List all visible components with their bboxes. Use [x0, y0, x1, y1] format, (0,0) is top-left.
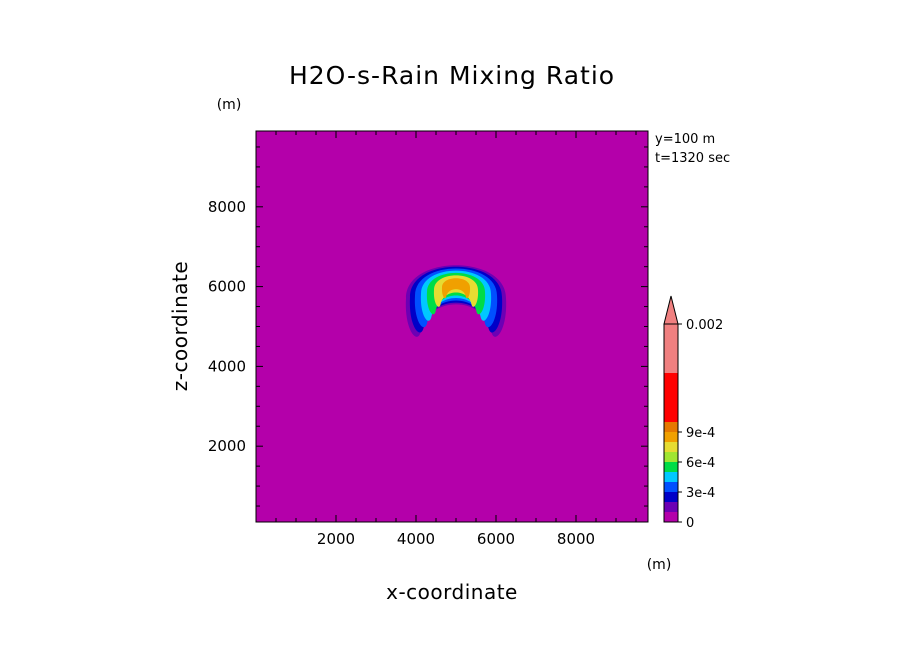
colorbar-segment	[664, 462, 678, 472]
colorbar-segment	[664, 492, 678, 502]
colorbar: 0 3e-4 6e-4 9e-4 0.002	[663, 295, 723, 531]
chart-title: H2O-s-Rain Mixing Ratio	[289, 61, 615, 90]
info-y-location: y=100 m	[655, 132, 715, 147]
colorbar-segment	[664, 452, 678, 462]
x-axis-label: x-coordinate	[386, 580, 518, 604]
x-tick-label: 6000	[477, 530, 515, 548]
y-unit-label: (m)	[217, 97, 242, 113]
info-time: t=1320 sec	[655, 151, 730, 166]
x-tick-label: 4000	[397, 530, 435, 548]
colorbar-segment	[664, 324, 678, 373]
y-tick-label: 8000	[208, 198, 246, 216]
x-unit-label: (m)	[647, 557, 672, 573]
axes: 2000 4000 6000 8000 2000 4000 6000 8000	[208, 130, 649, 548]
colorbar-segment	[664, 472, 678, 482]
colorbar-segment	[664, 502, 678, 512]
y-axis-label: z-coordinate	[168, 261, 192, 391]
colorbar-tick-label: 0.002	[686, 318, 723, 333]
colorbar-frame	[663, 323, 679, 523]
background-field	[256, 131, 648, 522]
colorbar-tick-label: 0	[686, 516, 694, 531]
colorbar-segment	[664, 512, 678, 522]
colorbar-tick-label: 3e-4	[686, 486, 715, 501]
x-tick-label: 2000	[317, 530, 355, 548]
y-tick-label: 4000	[208, 357, 246, 375]
colorbar-over-arrow	[663, 295, 679, 325]
y-tick-label: 6000	[208, 278, 246, 296]
colorbar-tick-label: 9e-4	[686, 426, 715, 441]
colorbar-segment	[664, 422, 678, 432]
colorbar-segment	[664, 432, 678, 442]
colorbar-segment	[664, 373, 678, 422]
x-tick-label: 8000	[557, 530, 595, 548]
colorbar-segment	[664, 482, 678, 492]
colorbar-segment	[664, 442, 678, 452]
y-tick-label: 2000	[208, 437, 246, 455]
colorbar-tick-label: 6e-4	[686, 456, 715, 471]
plot-area	[256, 131, 648, 522]
contour-level-7	[441, 278, 471, 299]
